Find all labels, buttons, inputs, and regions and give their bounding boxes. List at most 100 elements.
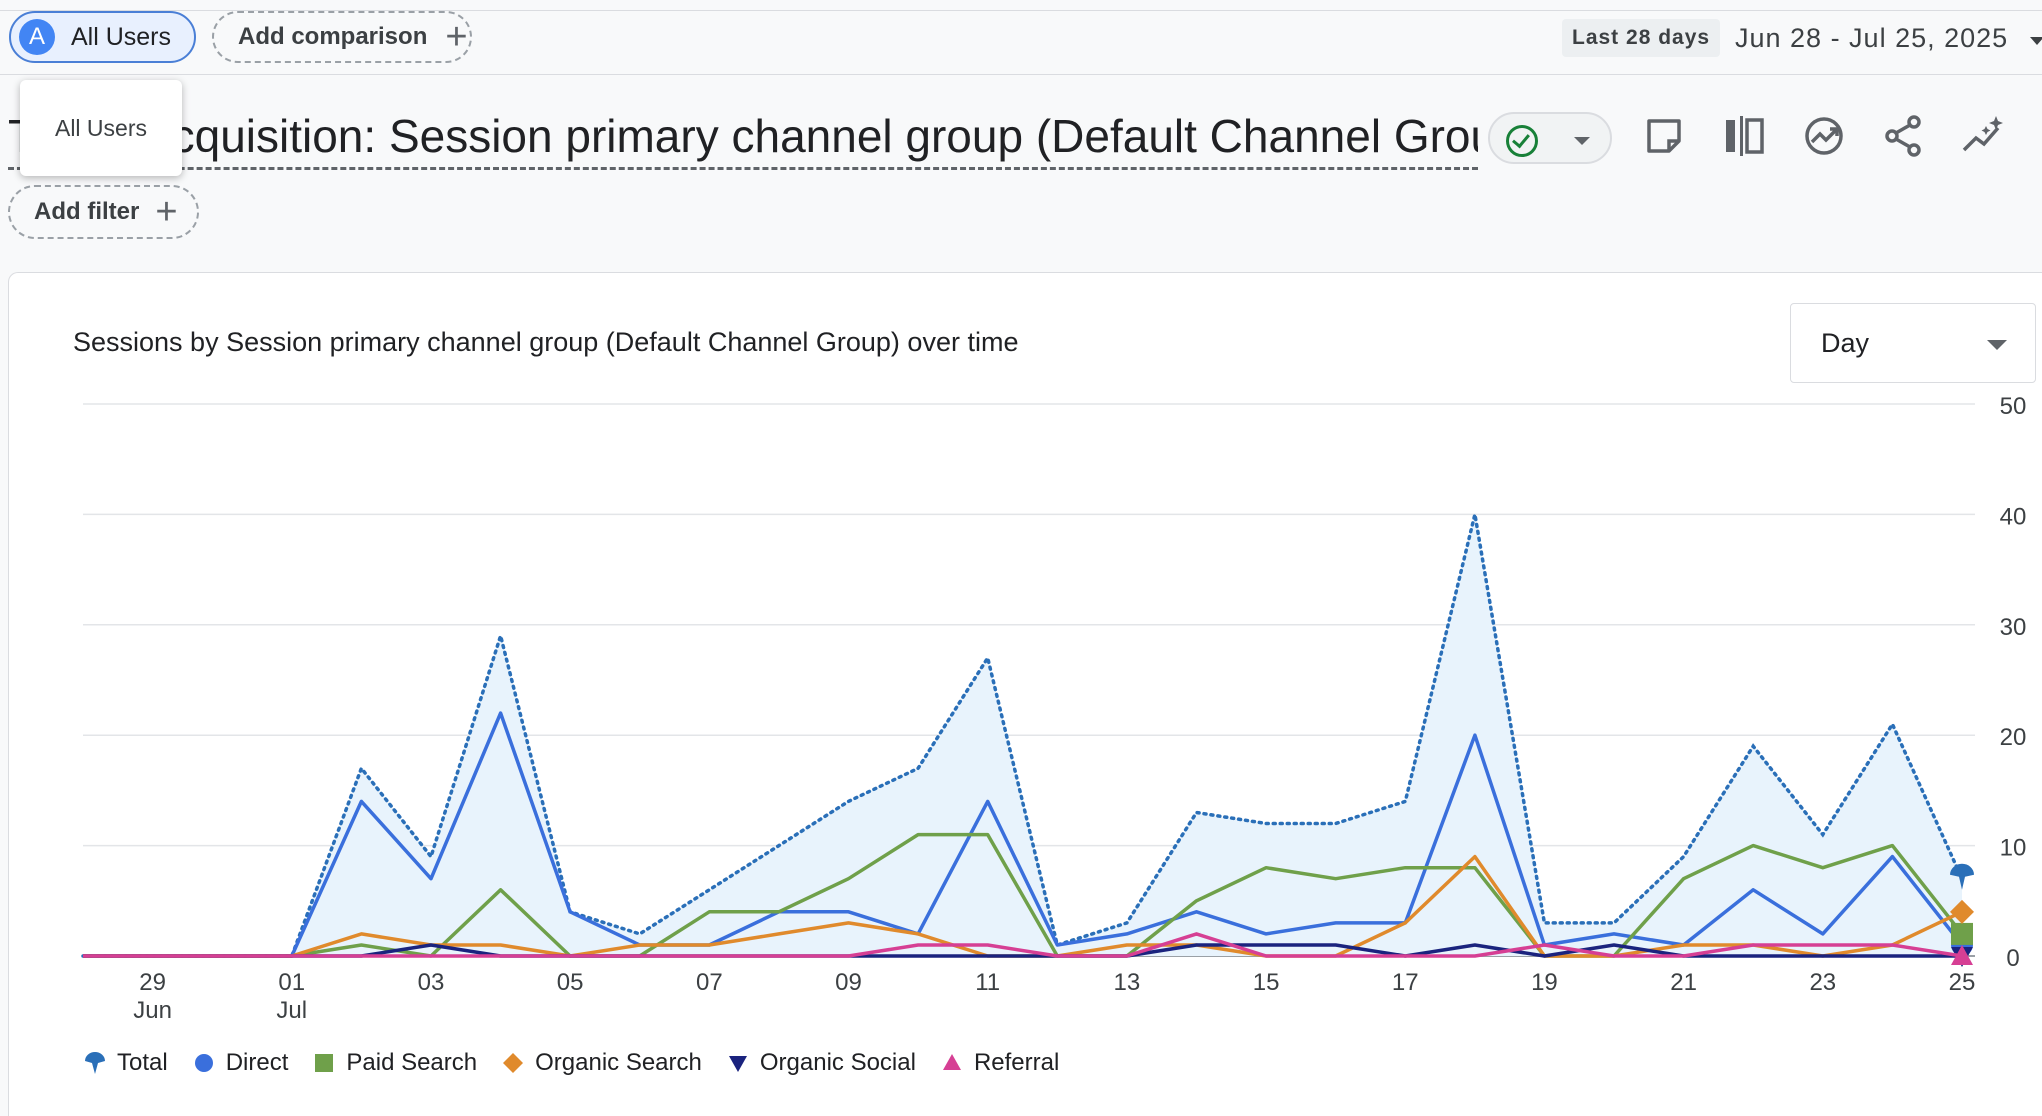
legend-item-paid-search[interactable]: Paid Search <box>312 1049 477 1077</box>
data-point-paid-search <box>1818 863 1828 873</box>
x-tick-label: 21 <box>1670 969 1697 996</box>
legend-label: Direct <box>225 1049 289 1076</box>
period-select[interactable]: Day <box>1790 303 2036 383</box>
data-point-referral <box>496 951 506 961</box>
x-tick-label: 09 <box>835 969 862 996</box>
data-point-total <box>1122 918 1132 928</box>
data-point-organic-social <box>1818 951 1828 961</box>
data-point-referral <box>1052 951 1062 961</box>
y-tick-label: 50 <box>2000 393 2027 420</box>
data-point-referral <box>1400 951 1410 961</box>
data-point-paid-search <box>1261 863 1271 873</box>
x-tick-label: 07 <box>696 969 723 996</box>
chevron-down-icon[interactable] <box>2030 37 2042 45</box>
add-filter-label: Add filter <box>34 198 140 225</box>
x-tick-sublabel: Jul <box>276 997 307 1024</box>
data-point-organic-social <box>1261 940 1271 950</box>
top-divider <box>0 10 2042 11</box>
data-point-referral <box>1748 940 1758 950</box>
date-range-label[interactable]: Last 28 days <box>1562 19 1721 57</box>
data-point-direct <box>1331 918 1341 928</box>
y-tick-label: 10 <box>2000 835 2027 862</box>
data-point-organic-social <box>1748 951 1758 961</box>
insights-icon[interactable] <box>1800 112 1848 160</box>
x-tick-label: 23 <box>1809 969 1836 996</box>
anomaly-icon[interactable] <box>1960 112 2008 160</box>
data-point-referral <box>356 951 366 961</box>
segment-chip-all-users[interactable]: A All Users <box>9 11 196 63</box>
data-point-referral <box>565 951 575 961</box>
dropdown-item-all-users[interactable]: All Users <box>54 114 147 141</box>
check-circle-icon <box>1506 125 1538 157</box>
legend-marker-icon <box>194 1054 213 1072</box>
data-point-organic-social <box>426 940 436 950</box>
data-point-direct <box>1887 852 1897 862</box>
data-point-paid-search <box>496 885 506 895</box>
data-point-organic-social <box>1331 940 1341 950</box>
page-title[interactable]: Traffic acquisition: Session primary cha… <box>8 108 1478 170</box>
x-tick-label: 03 <box>418 969 445 996</box>
data-point-direct <box>1191 907 1201 917</box>
data-point-total <box>1261 819 1271 829</box>
period-select-value: Day <box>1821 327 1870 358</box>
data-point-paid-search <box>774 907 784 917</box>
data-point-paid-search <box>1400 863 1410 873</box>
data-point-paid-search <box>356 940 366 950</box>
data-point-direct <box>1261 929 1271 939</box>
legend-marker-icon <box>315 1054 334 1072</box>
data-point-referral <box>704 951 714 961</box>
add-comparison-button[interactable]: Add comparison + <box>212 11 472 63</box>
data-point-organic-search <box>1470 852 1480 862</box>
data-point-paid-search <box>1679 874 1689 884</box>
data-point-referral <box>1470 951 1480 961</box>
data-point-referral <box>1331 951 1341 961</box>
series-line-direct <box>83 711 1964 958</box>
data-point-organic-social <box>1887 951 1897 961</box>
data-point-referral <box>78 951 88 961</box>
x-tick-label: 17 <box>1392 969 1419 996</box>
data-point-organic-social <box>983 951 993 961</box>
compare-icon[interactable] <box>1720 112 1768 160</box>
segment-label: All Users <box>71 22 172 51</box>
data-point-organic-search <box>356 929 366 939</box>
x-tick-label: 19 <box>1531 969 1558 996</box>
series-line-referral <box>83 932 1963 958</box>
end-marker-organic-search <box>1950 899 1974 924</box>
data-point-paid-search <box>1748 841 1758 851</box>
report-status-button[interactable] <box>1488 112 1612 164</box>
data-point-referral <box>148 951 158 961</box>
data-point-referral <box>1122 951 1132 961</box>
date-range-value[interactable]: Jun 28 - Jul 25, 2025 <box>1735 22 2009 53</box>
legend-label: Organic Social <box>759 1049 916 1076</box>
data-point-total <box>1887 719 1897 729</box>
data-point-organic-social <box>1191 940 1201 950</box>
legend-item-direct[interactable]: Direct <box>192 1049 289 1077</box>
legend-item-referral[interactable]: Referral <box>940 1049 1059 1077</box>
x-tick-label: 11 <box>975 969 1000 996</box>
legend-item-total[interactable]: Total <box>83 1049 168 1077</box>
data-point-direct <box>426 874 436 884</box>
chart-title: Sessions by Session primary channel grou… <box>73 327 1019 357</box>
data-point-organic-search <box>913 929 923 939</box>
y-tick-label: 20 <box>2000 724 2027 751</box>
data-point-direct <box>1470 730 1480 740</box>
legend-marker-icon <box>503 1053 524 1073</box>
edit-comparisons-icon[interactable] <box>1640 112 1688 160</box>
share-icon[interactable] <box>1880 112 1928 160</box>
legend-item-organic-search[interactable]: Organic Search <box>501 1049 702 1077</box>
data-point-total <box>1331 819 1341 829</box>
segment-dropdown-menu: All Users <box>20 80 182 176</box>
data-point-referral <box>1679 951 1689 961</box>
data-point-paid-search <box>1331 874 1341 884</box>
data-point-paid-search <box>1191 896 1201 906</box>
data-point-organic-search <box>704 940 714 950</box>
data-point-total <box>1679 852 1689 862</box>
data-point-direct <box>844 907 854 917</box>
x-tick-label: 29 <box>139 969 166 996</box>
add-filter-button[interactable]: Add filter + <box>8 185 199 239</box>
data-point-referral <box>217 951 227 961</box>
legend-label: Referral <box>973 1049 1060 1076</box>
chart-legend: Total Direct Paid Search Organic Search Orga… <box>83 1043 1059 1083</box>
legend-item-organic-social[interactable]: Organic Social <box>726 1049 916 1077</box>
